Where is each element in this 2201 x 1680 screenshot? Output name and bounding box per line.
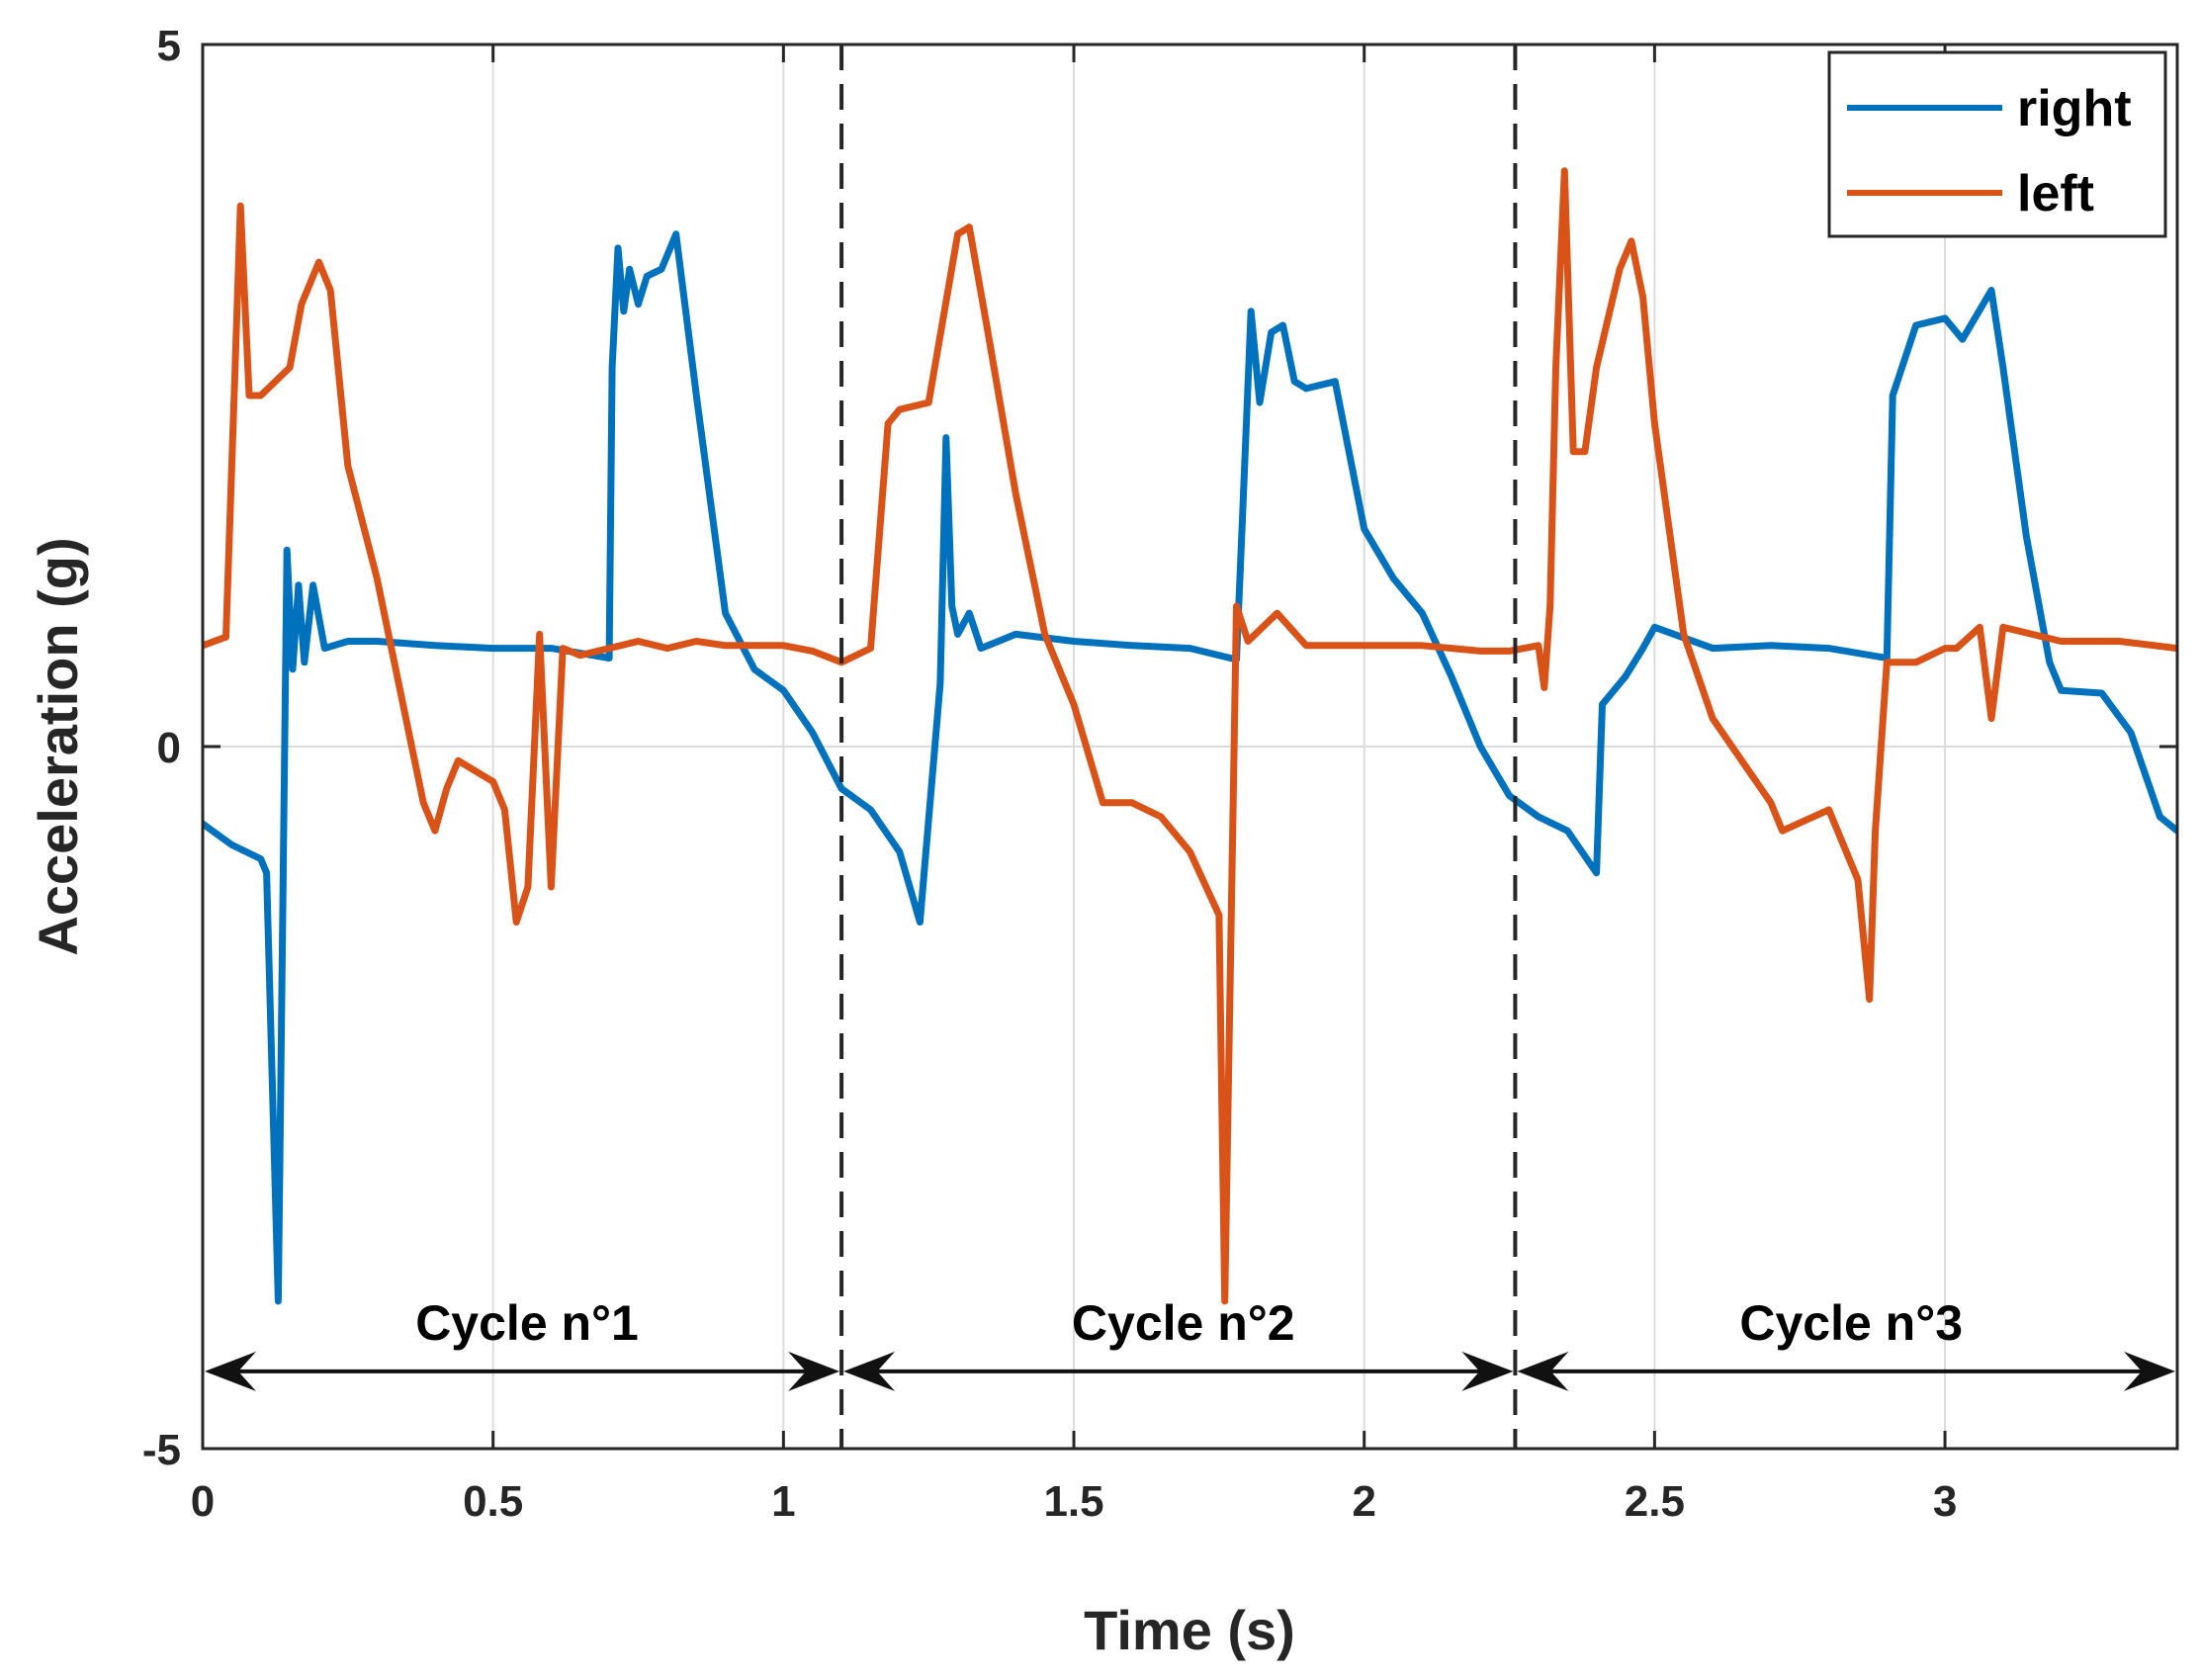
x-tick-label: 1 (771, 1477, 795, 1526)
cycle-2-arrowhead-start (843, 1351, 896, 1391)
series-line-right (203, 230, 2177, 1305)
x-tick-label: 2.5 (1625, 1477, 1685, 1526)
y-tick-label: -5 (142, 1426, 181, 1474)
legend-label-left: left (2017, 165, 2094, 222)
cycle-3-label: Cycle n°3 (1739, 1295, 1963, 1351)
cycle-2-label: Cycle n°2 (1072, 1295, 1295, 1351)
cycle-1-label: Cycle n°1 (415, 1295, 639, 1351)
legend-box (1827, 50, 2167, 238)
cycle-3-arrowhead-start (1517, 1351, 1569, 1391)
x-tick-label: 0.5 (463, 1477, 523, 1526)
cycle-1-arrowhead-end (788, 1351, 840, 1391)
cycle-annotations: Cycle n°1 Cycle n°2 Cycle n°3 (205, 1295, 2175, 1391)
cycle-boundaries (839, 44, 1518, 1449)
x-tick-label: 2 (1352, 1477, 1375, 1526)
series-line-left (203, 167, 2177, 1305)
axis-ticks: 0 0.5 1 1.5 2 2.5 3-505 (142, 22, 2177, 1526)
cycle-3-arrowhead-end (2124, 1351, 2175, 1391)
cycle-1-arrowhead-start (205, 1351, 256, 1391)
legend: right left (1827, 50, 2167, 238)
x-tick-label: 1.5 (1043, 1477, 1103, 1526)
cycle-2-arrowhead-end (1461, 1351, 1514, 1391)
y-tick-label: 0 (157, 724, 181, 772)
y-tick-label: 5 (157, 22, 181, 70)
legend-label-right: right (2017, 80, 2132, 137)
x-axis-title: Time (s) (1084, 1599, 1295, 1661)
y-axis-title: Acceleration (g) (27, 537, 89, 955)
x-tick-label: 0 (191, 1477, 215, 1526)
series-layer (203, 167, 2177, 1305)
x-tick-label: 3 (1933, 1477, 1957, 1526)
